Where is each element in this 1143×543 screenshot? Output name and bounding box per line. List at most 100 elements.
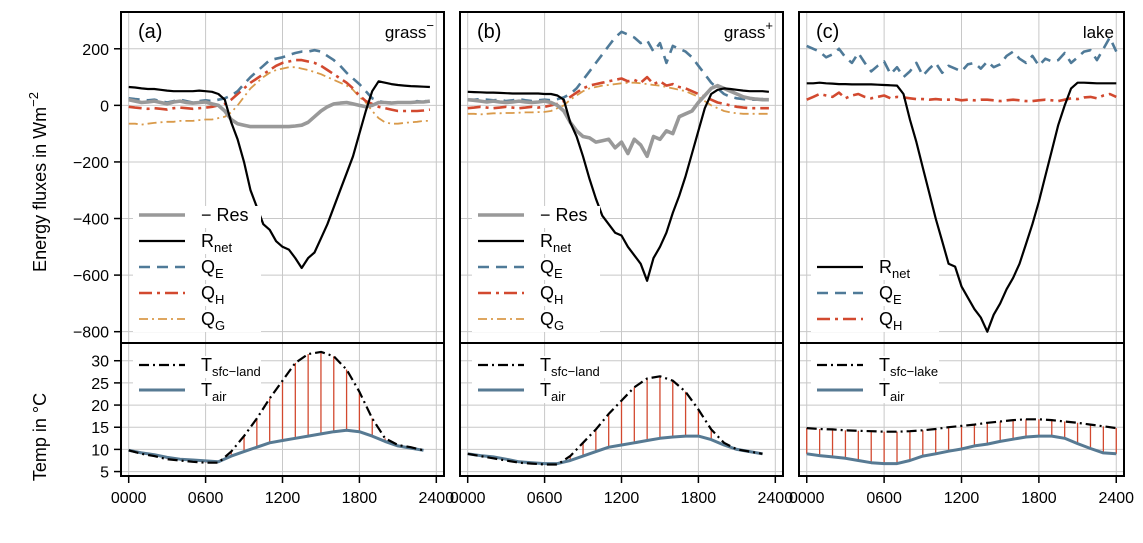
x-tick-label: 2400 bbox=[758, 490, 794, 507]
y-tick-label-flux: −800 bbox=[73, 325, 109, 342]
legend-bg bbox=[133, 310, 261, 332]
series-line-qe bbox=[467, 30, 770, 103]
legend-label-qg: QG bbox=[201, 309, 225, 333]
series-line-tsfcminusland bbox=[128, 350, 424, 464]
series-line-qh bbox=[467, 75, 769, 110]
x-tick-label: 0000 bbox=[111, 490, 147, 507]
series-line-qg bbox=[128, 66, 430, 126]
legend-label-tair: Tair bbox=[879, 380, 905, 404]
x-tick-label: 0000 bbox=[789, 490, 825, 507]
legend-bg bbox=[133, 381, 261, 403]
flux-plot-1 bbox=[128, 48, 431, 270]
x-tick-label: 0000 bbox=[450, 490, 486, 507]
legend-bg bbox=[472, 310, 600, 332]
series-line-qe bbox=[806, 36, 1118, 79]
legend-label-minus-res: − Res bbox=[540, 205, 588, 225]
legend-label-qh: QH bbox=[201, 283, 224, 307]
y-tick-label-flux: −600 bbox=[73, 268, 109, 285]
panel-label: (a) bbox=[138, 21, 162, 43]
x-tick-label: 1200 bbox=[944, 490, 980, 507]
y-axis-title-flux: Energy fluxes in Wm−2 bbox=[26, 92, 50, 272]
y-tick-label-temp: 25 bbox=[91, 376, 109, 393]
legend-bg bbox=[472, 258, 600, 280]
legend-bg bbox=[472, 284, 600, 306]
legend-bg bbox=[811, 284, 939, 306]
series-line-qg bbox=[467, 81, 769, 116]
legend-bg bbox=[133, 258, 261, 280]
legend-label-qe: QE bbox=[879, 283, 902, 307]
panels: 200 0 −200 −400 −600 −800 5 10 15 20 25 30 0000 0600 1… bbox=[73, 11, 1134, 507]
panel-tag: grass− bbox=[385, 18, 434, 42]
x-tick-label: 1200 bbox=[265, 490, 301, 507]
series-line-rnet bbox=[128, 80, 430, 270]
temp-plot-2 bbox=[467, 375, 763, 466]
y-tick-label-temp: 10 bbox=[91, 442, 109, 459]
legend-label-tsfcminusland: Tsfc−land bbox=[201, 355, 261, 379]
series-line-minus-res bbox=[467, 83, 769, 159]
series-line-tsfcminusland bbox=[467, 375, 763, 466]
legend-label-tair: Tair bbox=[540, 380, 566, 404]
legend-label-qh: QH bbox=[879, 309, 902, 333]
panel-label: (c) bbox=[816, 21, 839, 43]
flux-plot-2 bbox=[467, 30, 770, 282]
y-tick-label-flux: 200 bbox=[82, 42, 109, 59]
y-tick-label-temp: 15 bbox=[91, 420, 109, 437]
x-tick-label: 1200 bbox=[604, 490, 640, 507]
x-tick-label: 1800 bbox=[681, 490, 717, 507]
legend-bg bbox=[472, 381, 600, 403]
legend-label-tair: Tair bbox=[201, 380, 227, 404]
panel-label: (b) bbox=[477, 21, 501, 43]
legend-bg bbox=[811, 258, 939, 280]
y-tick-label-temp: 5 bbox=[100, 465, 109, 482]
series-line-tair bbox=[128, 428, 424, 464]
legend-label-minus-res: − Res bbox=[201, 205, 249, 225]
y-tick-label-flux: −200 bbox=[73, 155, 109, 172]
x-tick-label: 0600 bbox=[866, 490, 902, 507]
flux-plot-3 bbox=[806, 36, 1118, 333]
legend-bg bbox=[133, 356, 261, 378]
series-line-qe bbox=[128, 48, 431, 104]
legend-label-rnet: Rnet bbox=[201, 231, 232, 255]
series-line-minus-res bbox=[128, 97, 431, 129]
x-tick-label: 1800 bbox=[342, 490, 378, 507]
temp-plot-3 bbox=[806, 418, 1117, 466]
series-line-qh bbox=[806, 91, 1117, 103]
legend-label-qe: QE bbox=[540, 257, 563, 281]
y-tick-label-flux: 0 bbox=[100, 98, 109, 115]
panel-grid bbox=[799, 12, 1124, 476]
x-tick-label: 2400 bbox=[419, 490, 455, 507]
series-line-tair bbox=[806, 434, 1117, 466]
legend-bg bbox=[811, 381, 939, 403]
legend-label-qh: QH bbox=[540, 283, 563, 307]
series-line-rnet bbox=[806, 81, 1117, 333]
legend-label-tsfcminusland: Tsfc−land bbox=[540, 355, 600, 379]
x-tick-label: 0600 bbox=[188, 490, 224, 507]
legend-bg bbox=[133, 206, 261, 228]
x-tick-label: 0600 bbox=[527, 490, 563, 507]
legend-bg bbox=[811, 310, 939, 332]
series-line-tsfcminuslake bbox=[806, 418, 1117, 433]
y-tick-label-temp: 20 bbox=[91, 398, 109, 415]
legend-label-qe: QE bbox=[201, 257, 224, 281]
legend-bg bbox=[472, 232, 600, 254]
x-tick-label: 2400 bbox=[1098, 490, 1134, 507]
y-tick-label-temp: 30 bbox=[91, 354, 109, 371]
legend-bg bbox=[811, 356, 939, 378]
legend-bg bbox=[133, 232, 261, 254]
legend-label-qg: QG bbox=[540, 309, 564, 333]
temp-plot-1 bbox=[128, 350, 424, 464]
y-tick-label-flux: −400 bbox=[73, 212, 109, 229]
legend-label-rnet: Rnet bbox=[540, 231, 571, 255]
legend-label-rnet: Rnet bbox=[879, 257, 910, 281]
series-line-rnet bbox=[467, 87, 770, 282]
panel-tag: lake bbox=[1083, 23, 1114, 42]
legend-bg bbox=[472, 206, 600, 228]
series-line-qh bbox=[128, 58, 431, 113]
